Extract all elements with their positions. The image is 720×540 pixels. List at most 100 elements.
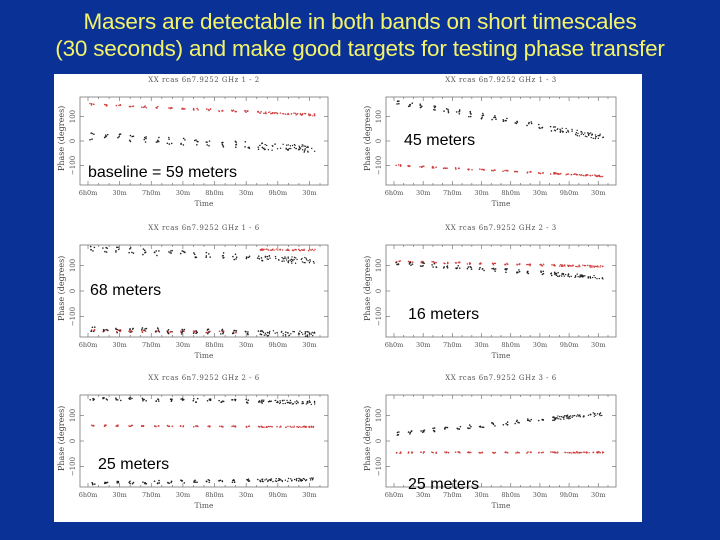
baseline-length-annotation: 25 meters (408, 476, 480, 493)
y-tick-label: 100 (69, 259, 77, 272)
plot-title: XX rcas 6n7.9252 GHz 1 - 2 (148, 76, 260, 84)
x-tick-label: 30m (416, 491, 430, 499)
x-tick-label: 7h0m (142, 491, 161, 499)
x-tick-label: 6h0m (79, 189, 98, 197)
y-tick-label: 0 (375, 439, 383, 443)
x-tick-label: 30m (302, 491, 316, 499)
x-tick-label: 30m (112, 341, 126, 349)
y-tick-label: 0 (69, 289, 77, 293)
y-tick-label: −100 (375, 307, 383, 326)
x-tick-label: 8h0m (205, 491, 224, 499)
x-tick-label: 9h0m (269, 341, 288, 349)
slide-title-line-2: (30 seconds) and make good targets for t… (55, 36, 665, 61)
baseline-length-annotation: 25 meters (98, 456, 170, 473)
plot-title: XX rcas 6n7.9252 GHz 1 - 6 (148, 224, 260, 232)
slide-title: Masers are detectable in both bands on s… (0, 8, 720, 62)
x-tick-label: 6h0m (79, 341, 98, 349)
scatter-plot: 100 0 −100 6h0m 30m 7h0m 30m 8h0m 30m 9h0m 30m (375, 394, 617, 499)
plot-panel-baseline-1-3: XX rcas 6n7.9252 GHz 1 - 3 100 0 −100 6h0m 30… (360, 74, 642, 220)
y-axis-label: Phase (degrees) (57, 255, 66, 321)
scatter-plot: 100 0 −100 6h0m 30m 7h0m 30m 8h0m 30m 9h0m 30m (375, 244, 617, 349)
x-axis-label: Time (491, 199, 511, 208)
phase-plots-figure: XX rcas 6n7.9252 GHz 1 - 2 100 0 −100 6h0m 30… (54, 74, 642, 522)
scatter-plot: 100 0 −100 6h0m 30m 7h0m 30m 8h0m 30m 9h0m 30m (69, 394, 329, 499)
y-tick-label: 0 (69, 439, 77, 443)
y-axis-label: Phase (degrees) (363, 405, 372, 471)
plot-panel-baseline-2-3: XX rcas 6n7.9252 GHz 2 - 3 100 0 −100 6h0m 30… (360, 222, 642, 372)
x-tick-label: 30m (591, 189, 605, 197)
x-tick-label: 30m (416, 189, 430, 197)
y-tick-label: −100 (69, 457, 77, 476)
y-axis-label: Phase (degrees) (363, 105, 372, 171)
x-tick-label: 30m (474, 189, 488, 197)
plot-title: XX rcas 6n7.9252 GHz 3 - 6 (445, 374, 557, 382)
plot-title: XX rcas 6n7.9252 GHz 1 - 3 (445, 76, 557, 84)
baseline-length-annotation: 16 meters (408, 306, 480, 323)
x-tick-label: 30m (176, 189, 190, 197)
x-tick-label: 30m (533, 189, 547, 197)
x-tick-label: 9h0m (560, 341, 579, 349)
x-tick-label: 30m (591, 341, 605, 349)
x-tick-label: 30m (239, 189, 253, 197)
x-tick-label: 30m (302, 189, 316, 197)
x-tick-label: 6h0m (385, 341, 404, 349)
x-axis-label: Time (194, 351, 214, 360)
y-tick-label: 0 (375, 289, 383, 293)
x-tick-label: 30m (112, 491, 126, 499)
x-tick-label: 8h0m (501, 491, 520, 499)
x-tick-label: 30m (176, 491, 190, 499)
x-tick-label: 6h0m (385, 491, 404, 499)
x-tick-label: 30m (591, 491, 605, 499)
x-tick-label: 9h0m (560, 491, 579, 499)
y-tick-label: 0 (375, 139, 383, 143)
y-axis-label: Phase (degrees) (57, 405, 66, 471)
y-tick-label: −100 (69, 156, 77, 175)
y-tick-label: 100 (375, 110, 383, 123)
plot-panel-baseline-2-6: XX rcas 6n7.9252 GHz 2 - 6 100 0 −100 6h0m 30… (54, 372, 354, 522)
y-axis-label: Phase (degrees) (57, 105, 66, 171)
y-tick-label: 100 (69, 409, 77, 422)
x-tick-label: 8h0m (501, 189, 520, 197)
x-tick-label: 30m (302, 341, 316, 349)
x-axis-label: Time (491, 351, 511, 360)
plot-panel-baseline-1-6: XX rcas 6n7.9252 GHz 1 - 6 100 0 −100 6h0m 30… (54, 222, 354, 372)
x-tick-label: 7h0m (443, 341, 462, 349)
x-tick-label: 30m (239, 341, 253, 349)
y-tick-label: 0 (69, 139, 77, 143)
scatter-plot: 100 0 −100 6h0m 30m 7h0m 30m 8h0m 30m 9h0m 30m (375, 96, 617, 197)
baseline-length-annotation: 68 meters (90, 282, 162, 299)
x-tick-label: 8h0m (205, 189, 224, 197)
x-axis-label: Time (491, 501, 511, 510)
y-tick-label: 100 (69, 110, 77, 123)
plot-panel-baseline-1-2: XX rcas 6n7.9252 GHz 1 - 2 100 0 −100 6h0m 30… (54, 74, 354, 220)
plot-title: XX rcas 6n7.9252 GHz 2 - 6 (148, 374, 260, 382)
x-tick-label: 30m (474, 341, 488, 349)
x-tick-label: 30m (239, 491, 253, 499)
x-tick-label: 6h0m (385, 189, 404, 197)
y-tick-label: 100 (375, 259, 383, 272)
x-tick-label: 6h0m (79, 491, 98, 499)
y-tick-label: −100 (375, 156, 383, 175)
x-axis-label: Time (194, 501, 214, 510)
x-tick-label: 30m (533, 341, 547, 349)
x-tick-label: 30m (176, 341, 190, 349)
y-axis-label: Phase (degrees) (363, 255, 372, 321)
x-tick-label: 7h0m (142, 341, 161, 349)
x-tick-label: 30m (474, 491, 488, 499)
x-tick-label: 9h0m (269, 189, 288, 197)
y-tick-label: −100 (375, 457, 383, 476)
plot-panel-baseline-3-6: XX rcas 6n7.9252 GHz 3 - 6 100 0 −100 6h0m 30… (360, 372, 642, 522)
x-tick-label: 9h0m (560, 189, 579, 197)
x-tick-label: 7h0m (443, 189, 462, 197)
y-tick-label: 100 (375, 409, 383, 422)
x-tick-label: 8h0m (501, 341, 520, 349)
slide-title-line-1: Masers are detectable in both bands on s… (83, 9, 637, 34)
x-tick-label: 8h0m (205, 341, 224, 349)
x-axis-label: Time (194, 199, 214, 208)
x-tick-label: 30m (416, 341, 430, 349)
x-tick-label: 9h0m (269, 491, 288, 499)
baseline-length-annotation: 45 meters (404, 132, 476, 149)
y-tick-label: −100 (69, 307, 77, 326)
x-tick-label: 7h0m (142, 189, 161, 197)
x-tick-label: 7h0m (443, 491, 462, 499)
